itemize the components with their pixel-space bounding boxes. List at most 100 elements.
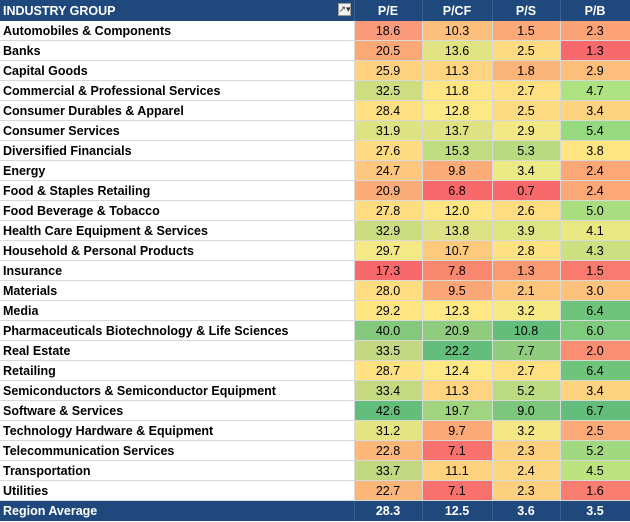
pb-value-cell[interactable]: 6.7: [560, 400, 630, 421]
pe-value-cell[interactable]: 27.6: [354, 140, 423, 161]
pe-column-header[interactable]: P/E: [354, 0, 423, 21]
pcf-value-cell[interactable]: 13.8: [422, 220, 493, 241]
pb-value-cell[interactable]: 1.3: [560, 40, 630, 61]
pcf-value-cell[interactable]: 19.7: [422, 400, 493, 421]
pe-value-cell[interactable]: 33.4: [354, 380, 423, 401]
industry-name-cell[interactable]: Automobiles & Components: [0, 21, 355, 41]
pb-value-cell[interactable]: 3.0: [560, 280, 630, 301]
pe-value-cell[interactable]: 28.0: [354, 280, 423, 301]
industry-name-cell[interactable]: Banks: [0, 40, 355, 61]
ps-value-cell[interactable]: 2.4: [492, 460, 561, 481]
industry-name-cell[interactable]: Commercial & Professional Services: [0, 80, 355, 101]
pcf-value-cell[interactable]: 7.8: [422, 260, 493, 281]
pcf-value-cell[interactable]: 12.3: [422, 300, 493, 321]
pb-value-cell[interactable]: 2.9: [560, 60, 630, 81]
industry-name-cell[interactable]: Utilities: [0, 480, 355, 501]
industry-name-cell[interactable]: Consumer Services: [0, 120, 355, 141]
industry-name-cell[interactable]: Semiconductors & Semiconductor Equipment: [0, 380, 355, 401]
pe-value-cell[interactable]: 40.0: [354, 320, 423, 341]
ps-value-cell[interactable]: 5.2: [492, 380, 561, 401]
pe-value-cell[interactable]: 33.7: [354, 460, 423, 481]
pe-value-cell[interactable]: 28.7: [354, 360, 423, 381]
ps-value-cell[interactable]: 2.1: [492, 280, 561, 301]
industry-name-cell[interactable]: Technology Hardware & Equipment: [0, 420, 355, 441]
industry-name-cell[interactable]: Capital Goods: [0, 60, 355, 81]
pb-value-cell[interactable]: 6.0: [560, 320, 630, 341]
pb-value-cell[interactable]: 2.3: [560, 21, 630, 41]
pcf-value-cell[interactable]: 7.1: [422, 440, 493, 461]
industry-name-cell[interactable]: Diversified Financials: [0, 140, 355, 161]
pe-value-cell[interactable]: 31.9: [354, 120, 423, 141]
industry-name-cell[interactable]: Media: [0, 300, 355, 321]
pe-value-cell[interactable]: 25.9: [354, 60, 423, 81]
filter-dropdown-icon[interactable]: ↗▾: [337, 3, 351, 16]
pcf-value-cell[interactable]: 12.8: [422, 100, 493, 121]
ps-value-cell[interactable]: 3.4: [492, 160, 561, 181]
industry-name-cell[interactable]: Retailing: [0, 360, 355, 381]
pcf-value-cell[interactable]: 7.1: [422, 480, 493, 501]
pe-value-cell[interactable]: 29.2: [354, 300, 423, 321]
industry-name-cell[interactable]: Food Beverage & Tobacco: [0, 200, 355, 221]
pe-value-cell[interactable]: 33.5: [354, 340, 423, 361]
pe-value-cell[interactable]: 31.2: [354, 420, 423, 441]
pe-value-cell[interactable]: 42.6: [354, 400, 423, 421]
pe-value-cell[interactable]: 24.7: [354, 160, 423, 181]
pb-value-cell[interactable]: 5.0: [560, 200, 630, 221]
pb-value-cell[interactable]: 5.4: [560, 120, 630, 141]
pcf-value-cell[interactable]: 12.4: [422, 360, 493, 381]
ps-value-cell[interactable]: 9.0: [492, 400, 561, 421]
pb-value-cell[interactable]: 2.5: [560, 420, 630, 441]
industry-name-cell[interactable]: Software & Services: [0, 400, 355, 421]
ps-column-header[interactable]: P/S: [492, 0, 561, 21]
industry-name-cell[interactable]: Food & Staples Retailing: [0, 180, 355, 201]
pe-value-cell[interactable]: 32.5: [354, 80, 423, 101]
pe-value-cell[interactable]: 22.7: [354, 480, 423, 501]
industry-name-cell[interactable]: Consumer Durables & Apparel: [0, 100, 355, 121]
pb-value-cell[interactable]: 3.4: [560, 380, 630, 401]
pb-value-cell[interactable]: 1.5: [560, 260, 630, 281]
ps-value-cell[interactable]: 2.5: [492, 40, 561, 61]
pb-value-cell[interactable]: 1.6: [560, 480, 630, 501]
ps-value-cell[interactable]: 3.9: [492, 220, 561, 241]
pcf-value-cell[interactable]: 11.1: [422, 460, 493, 481]
industry-name-cell[interactable]: Household & Personal Products: [0, 240, 355, 261]
pe-value-cell[interactable]: 27.8: [354, 200, 423, 221]
pcf-value-cell[interactable]: 13.6: [422, 40, 493, 61]
pe-value-cell[interactable]: 17.3: [354, 260, 423, 281]
industry-name-cell[interactable]: Telecommunication Services: [0, 440, 355, 461]
ps-value-cell[interactable]: 1.5: [492, 21, 561, 41]
pe-value-cell[interactable]: 29.7: [354, 240, 423, 261]
pe-value-cell[interactable]: 20.9: [354, 180, 423, 201]
pcf-value-cell[interactable]: 11.3: [422, 60, 493, 81]
ps-value-cell[interactable]: 3.2: [492, 420, 561, 441]
industry-name-cell[interactable]: Energy: [0, 160, 355, 181]
pcf-value-cell[interactable]: 15.3: [422, 140, 493, 161]
pb-value-cell[interactable]: 2.0: [560, 340, 630, 361]
pcf-value-cell[interactable]: 10.7: [422, 240, 493, 261]
pcf-value-cell[interactable]: 10.3: [422, 21, 493, 41]
industry-name-cell[interactable]: Insurance: [0, 260, 355, 281]
pb-value-cell[interactable]: 2.4: [560, 180, 630, 201]
pcf-column-header[interactable]: P/CF: [422, 0, 493, 21]
industry-name-cell[interactable]: Real Estate: [0, 340, 355, 361]
ps-value-cell[interactable]: 10.8: [492, 320, 561, 341]
ps-value-cell[interactable]: 2.9: [492, 120, 561, 141]
pb-value-cell[interactable]: 3.4: [560, 100, 630, 121]
pe-value-cell[interactable]: 22.8: [354, 440, 423, 461]
pb-value-cell[interactable]: 6.4: [560, 300, 630, 321]
pe-value-cell[interactable]: 20.5: [354, 40, 423, 61]
industry-name-cell[interactable]: Materials: [0, 280, 355, 301]
pb-value-cell[interactable]: 2.4: [560, 160, 630, 181]
pcf-value-cell[interactable]: 11.3: [422, 380, 493, 401]
ps-value-cell[interactable]: 2.7: [492, 360, 561, 381]
pcf-value-cell[interactable]: 9.5: [422, 280, 493, 301]
pb-value-cell[interactable]: 6.4: [560, 360, 630, 381]
ps-value-cell[interactable]: 7.7: [492, 340, 561, 361]
pb-value-cell[interactable]: 4.3: [560, 240, 630, 261]
pb-value-cell[interactable]: 5.2: [560, 440, 630, 461]
ps-value-cell[interactable]: 1.3: [492, 260, 561, 281]
pcf-value-cell[interactable]: 11.8: [422, 80, 493, 101]
pcf-value-cell[interactable]: 22.2: [422, 340, 493, 361]
pe-value-cell[interactable]: 28.4: [354, 100, 423, 121]
ps-value-cell[interactable]: 2.6: [492, 200, 561, 221]
